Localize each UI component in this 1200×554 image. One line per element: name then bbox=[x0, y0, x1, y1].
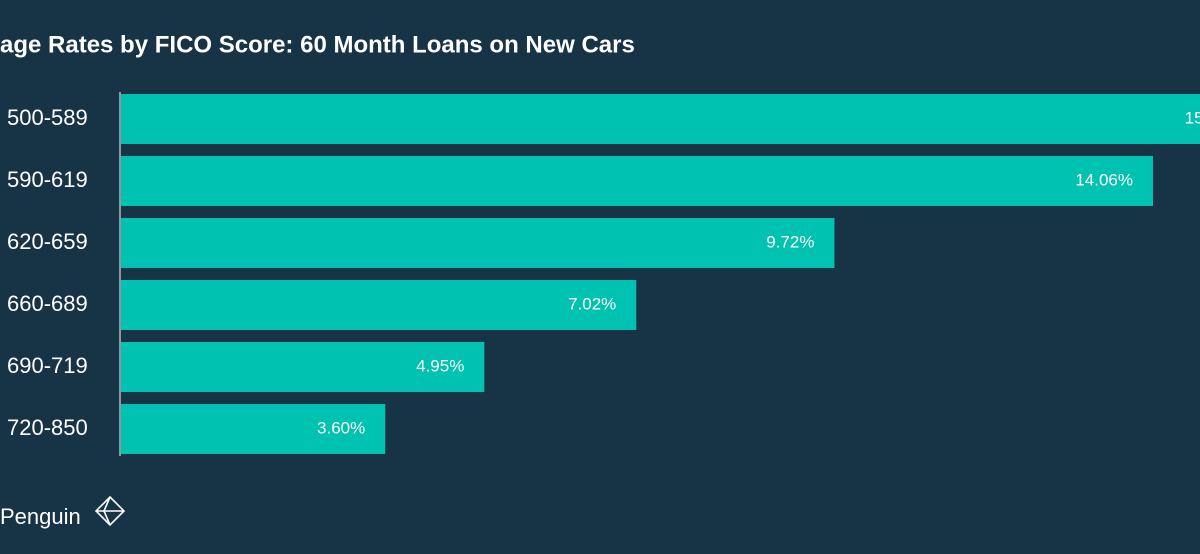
value-label: 3.60% bbox=[317, 418, 365, 437]
category-label: 690-719 bbox=[7, 353, 88, 378]
bar bbox=[121, 218, 835, 268]
footer: Penguin bbox=[0, 504, 81, 529]
category-label: 720-850 bbox=[7, 415, 88, 440]
category-label: 590-619 bbox=[7, 167, 88, 192]
value-label: 4.95% bbox=[416, 356, 464, 375]
bar bbox=[121, 156, 1154, 206]
bar bbox=[121, 342, 485, 392]
chart-title: age Rates by FICO Score: 60 Month Loans … bbox=[0, 31, 635, 58]
value-label: 7.02% bbox=[568, 294, 616, 313]
value-label: 9.72% bbox=[766, 232, 814, 251]
value-label: 15.24 bbox=[1185, 108, 1200, 127]
category-label: 620-659 bbox=[7, 229, 88, 254]
bar bbox=[121, 94, 1200, 144]
logo bbox=[94, 495, 126, 527]
bar bbox=[121, 404, 386, 454]
value-label: 14.06% bbox=[1075, 170, 1133, 189]
category-label: 660-689 bbox=[7, 291, 88, 316]
category-label: 500-589 bbox=[7, 105, 88, 130]
bar bbox=[121, 280, 637, 330]
